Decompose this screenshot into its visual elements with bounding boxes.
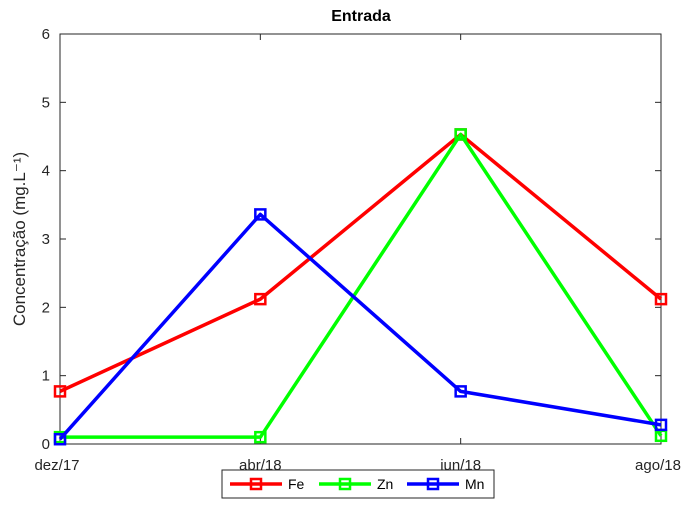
series-line: [59, 132, 663, 393]
y-tick-label: 2: [42, 299, 50, 316]
y-tick-label: 5: [42, 94, 50, 111]
legend-label: Fe: [288, 476, 305, 492]
data-point: [654, 292, 668, 306]
data-point: [53, 385, 67, 398]
series-mn: [53, 208, 668, 446]
legend-swatch-marker: [338, 477, 352, 491]
y-tick-label: 6: [42, 26, 50, 43]
legend-item-zn: Zn: [319, 476, 393, 492]
legend-label: Mn: [465, 476, 484, 492]
data-point: [254, 430, 267, 444]
data-point: [454, 385, 467, 398]
legend: Fe Zn Mn: [221, 469, 495, 499]
chart-title: Entrada: [331, 8, 391, 25]
data-point: [254, 292, 267, 306]
legend-swatch-marker: [426, 477, 440, 491]
data-point: [654, 418, 668, 432]
y-tick-label: 4: [42, 163, 50, 180]
data-point: [254, 208, 267, 221]
series-layer: [53, 128, 668, 446]
legend-item-mn: Mn: [407, 476, 484, 492]
legend-item-fe: Fe: [230, 476, 305, 492]
data-point: [454, 128, 467, 141]
legend-label: Zn: [377, 476, 393, 492]
y-tick-label: 0: [42, 436, 50, 453]
legend-swatch-marker: [249, 477, 263, 491]
series-line: [58, 212, 662, 441]
series-line: [60, 132, 663, 439]
plot-area: [59, 33, 662, 445]
x-tick-label: ago/18: [635, 457, 681, 474]
data-point: [53, 432, 67, 446]
x-tick-label: dez/17: [34, 457, 79, 474]
y-tick-label: 3: [42, 231, 50, 248]
y-axis-title: Concentração (mg.L⁻¹): [10, 152, 29, 326]
y-tick-label: 1: [42, 368, 50, 385]
